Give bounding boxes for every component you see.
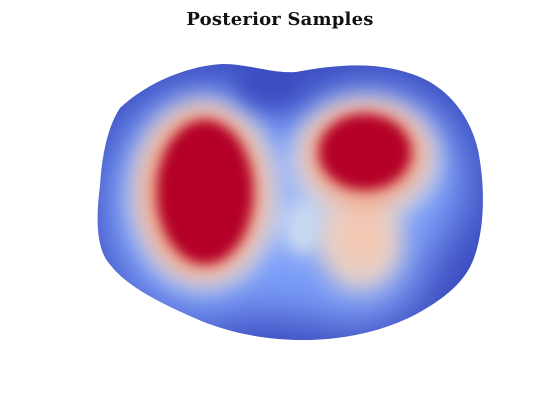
left-high-region	[157, 120, 253, 264]
field-top-notch	[238, 64, 298, 106]
field-layers	[100, 64, 470, 325]
right-high-region	[319, 114, 411, 190]
field-high-cores	[157, 114, 411, 264]
chart-title: Posterior Samples	[186, 9, 374, 30]
center-low-gap	[290, 206, 316, 250]
